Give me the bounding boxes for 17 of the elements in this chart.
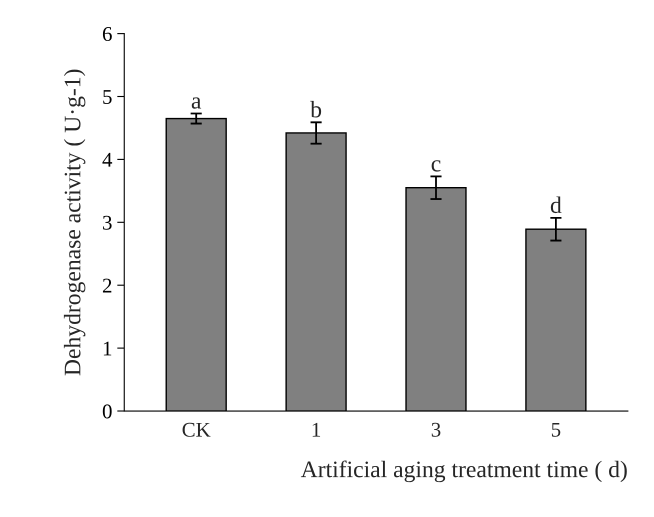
x-tick-label: 3 xyxy=(432,422,440,437)
x-tick-label: 5 xyxy=(552,422,560,437)
annotation: c xyxy=(432,160,441,172)
x-tick-label: 1 xyxy=(312,422,320,437)
y-tick-label: 2 xyxy=(102,278,112,292)
y-tick-label: 6 xyxy=(102,27,112,42)
annotation: d xyxy=(550,196,562,214)
annotation: b xyxy=(310,100,322,118)
y-tick-label: 4 xyxy=(102,152,112,167)
x-axis-title: Artificial aging treatment time ( d) xyxy=(300,460,627,482)
y-tick-label: 1 xyxy=(104,342,112,356)
y-axis-title: Dehydrogenase activity ( U·g-1) xyxy=(64,70,86,376)
x-tick-label: CK xyxy=(182,422,210,437)
y-tick-label: 5 xyxy=(103,90,112,104)
y-tick-label: 0 xyxy=(102,404,112,418)
y-tick-label: 3 xyxy=(103,216,112,230)
annotation: a xyxy=(192,97,202,109)
